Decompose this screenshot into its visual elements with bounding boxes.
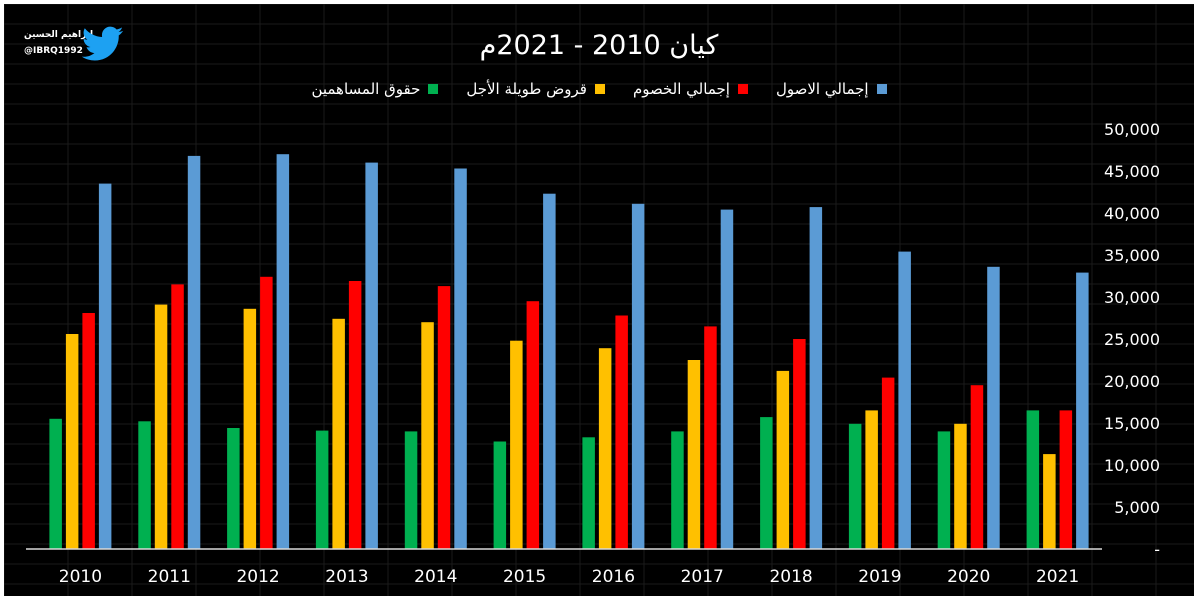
y-tick-label: - — [1154, 540, 1160, 559]
bar — [365, 162, 378, 549]
x-tick-label: 2012 — [236, 567, 279, 587]
bar — [348, 281, 362, 549]
x-tick-label: 2019 — [858, 567, 901, 587]
bar — [526, 301, 540, 549]
bar — [171, 284, 184, 549]
twitter-bird-icon — [82, 26, 124, 61]
y-tick-label: 40,000 — [1104, 204, 1160, 223]
bar — [1043, 454, 1056, 549]
bar — [865, 410, 878, 549]
chart-legend: إجمالي الاصول إجمالي الخصوم قروض طويلة الأ… — [4, 80, 1194, 98]
bar — [243, 308, 257, 549]
x-tick-label: 2018 — [769, 567, 812, 587]
y-tick-label: 15,000 — [1104, 414, 1160, 433]
y-tick-label: 35,000 — [1104, 246, 1160, 265]
legend-swatch — [876, 84, 887, 94]
y-tick-label: 10,000 — [1104, 456, 1160, 475]
legend-label: إجمالي الخصوم — [632, 80, 730, 98]
y-tick-label: 5,000 — [1114, 498, 1160, 517]
bar — [98, 183, 112, 549]
bar — [970, 385, 984, 549]
y-tick-label: 50,000 — [1104, 120, 1160, 139]
bar — [1059, 410, 1073, 549]
chart-frame: إبراهيم الحسين @IBRQ1992 كيان 2010 - 202… — [4, 4, 1194, 596]
legend-swatch — [428, 84, 439, 94]
bar — [82, 313, 95, 549]
bar — [227, 428, 240, 549]
bar — [615, 315, 628, 549]
bar — [138, 421, 151, 549]
bar — [809, 207, 823, 549]
chart-title: كيان 2010 - 2021م — [479, 30, 719, 61]
bar — [454, 168, 467, 549]
y-tick-label: 30,000 — [1104, 288, 1160, 307]
x-tick-label: 2015 — [503, 567, 546, 587]
legend-label: إجمالي الاصول — [775, 80, 869, 98]
brand-watermark: إبراهيم الحسين @IBRQ1992 — [24, 26, 124, 66]
bar — [543, 193, 556, 549]
legend-swatch — [737, 84, 748, 94]
bar — [582, 437, 595, 549]
y-tick-label: 25,000 — [1104, 330, 1160, 349]
legend-label: حقوق المساهمين — [311, 80, 421, 98]
x-tick-label: 2016 — [592, 567, 635, 587]
bar — [493, 441, 507, 549]
x-tick-label: 2017 — [681, 567, 724, 587]
legend-item: حقوق المساهمين — [311, 80, 439, 98]
bar — [987, 266, 1000, 549]
bar — [1026, 410, 1040, 549]
bar — [687, 360, 701, 549]
bar — [720, 209, 734, 549]
bar — [793, 339, 806, 549]
legend-item: إجمالي الاصول — [776, 80, 887, 98]
bar — [49, 418, 62, 549]
legend-swatch — [594, 84, 605, 94]
legend-item: إجمالي الخصوم — [633, 80, 748, 98]
bar — [898, 251, 911, 549]
bar — [421, 322, 434, 549]
bar — [881, 377, 895, 549]
bar — [260, 276, 273, 549]
bar — [598, 348, 612, 549]
x-tick-label: 2014 — [414, 567, 457, 587]
x-tick-label: 2020 — [947, 567, 990, 587]
bar — [954, 423, 967, 549]
legend-item: قروض طويلة الأجل — [466, 80, 605, 98]
bar — [65, 334, 79, 549]
bar — [154, 304, 168, 549]
y-tick-label: 45,000 — [1104, 162, 1160, 181]
x-tick-label: 2011 — [148, 567, 191, 587]
bar — [404, 431, 418, 549]
bar — [760, 417, 773, 549]
legend-label: قروض طويلة الأجل — [466, 80, 587, 98]
bar — [937, 431, 951, 549]
bar — [704, 326, 717, 549]
bar — [1076, 272, 1089, 549]
brand-handle: @IBRQ1992 — [24, 46, 83, 56]
bar — [848, 423, 862, 549]
bar — [187, 155, 201, 549]
bar — [631, 203, 645, 550]
bar — [671, 431, 684, 549]
x-tick-label: 2013 — [325, 567, 368, 587]
bar — [276, 154, 290, 549]
bar — [510, 340, 523, 549]
x-tick-label: 2021 — [1036, 567, 1079, 587]
bar — [437, 286, 451, 549]
x-tick-label: 2010 — [59, 567, 102, 587]
bar — [776, 370, 790, 549]
brand-name: إبراهيم الحسين — [24, 30, 94, 40]
bar — [332, 318, 345, 549]
y-tick-label: 20,000 — [1104, 372, 1160, 391]
bar — [315, 430, 329, 549]
chart-plot: - 5,000 10,000 15,000 20,000 25,000 30,000 35,0… — [26, 120, 1160, 587]
